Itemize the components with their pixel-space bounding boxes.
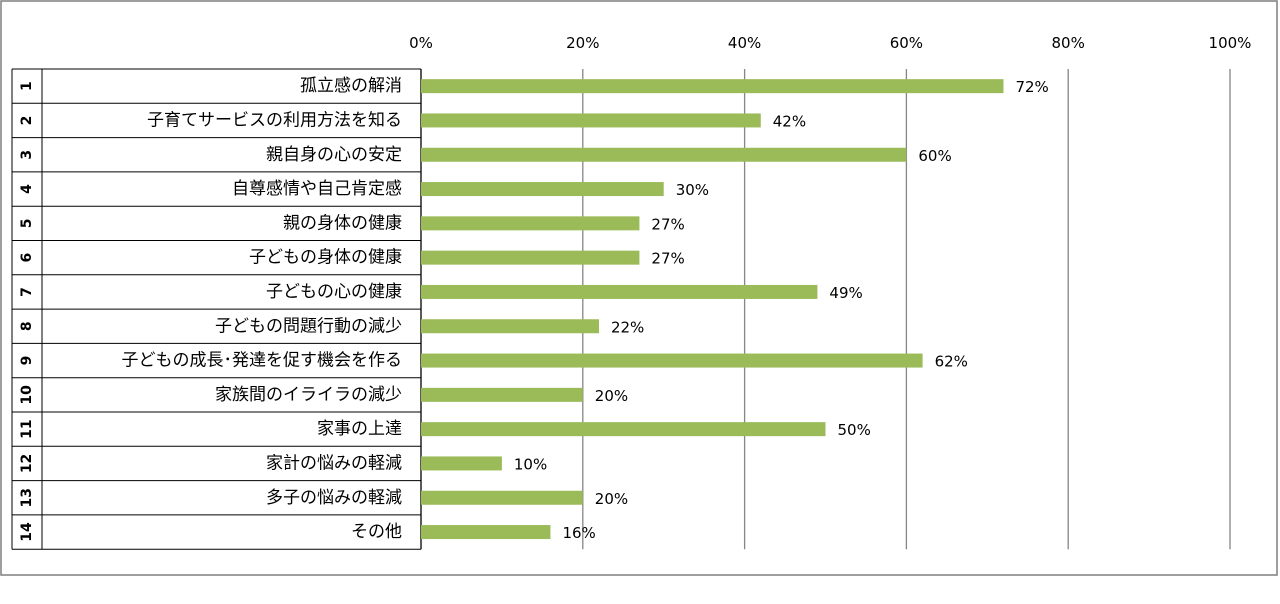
row-number: 8 [19, 321, 35, 331]
row-number: 3 [19, 150, 35, 160]
category-label: 子どもの心の健康 [266, 282, 402, 302]
tick-labels: 0% 20% 40% 60% 80% 100% [409, 34, 1251, 52]
category-label: 孤立感の解消 [300, 76, 402, 96]
row-number: 14 [19, 522, 35, 542]
row-number: 10 [19, 385, 35, 405]
bars: 72%42%60%30%27%27%49%22%62%20%50%10%20%1… [421, 78, 1049, 542]
bar [421, 525, 551, 540]
x-tick-label: 80% [1052, 34, 1085, 52]
category-rows: 1 孤立感の解消 2 子育てサービスの利用方法を知る 3 親自身の心の安定 4 自尊感情や自己… [11, 68, 422, 550]
bar [421, 113, 761, 128]
category-label: 家事の上達 [317, 419, 402, 439]
data-label: 30% [676, 181, 709, 199]
category-label: 子どもの問題行動の減少 [215, 316, 402, 336]
category-label: 家族間のイライラの減少 [215, 385, 402, 405]
bar [421, 422, 826, 437]
row-number: 2 [19, 116, 35, 126]
category-label: 子どもの成長･発達を促す機会を作る [122, 351, 403, 371]
row-number: 12 [19, 454, 35, 473]
bar [421, 147, 907, 162]
row-number: 4 [19, 184, 35, 194]
row-number: 9 [19, 356, 35, 366]
data-label: 27% [651, 215, 684, 233]
bar [421, 387, 583, 402]
category-label: 親自身の心の安定 [266, 145, 402, 165]
bar [421, 353, 923, 368]
bar [421, 319, 599, 334]
data-label: 60% [918, 147, 951, 165]
row-number: 7 [19, 287, 35, 297]
bar [421, 182, 664, 197]
data-label: 10% [514, 455, 547, 473]
row-number: 13 [19, 488, 35, 507]
bar [421, 216, 640, 231]
category-label: 多子の悩みの軽減 [266, 488, 402, 508]
data-label: 20% [595, 490, 628, 508]
data-label: 16% [562, 524, 595, 542]
row-number: 6 [19, 253, 35, 263]
data-label: 42% [773, 112, 806, 130]
data-label: 20% [595, 387, 628, 405]
bar [421, 250, 640, 265]
bar [421, 456, 502, 471]
x-tick-label: 0% [409, 34, 433, 52]
x-tick-label: 60% [890, 34, 923, 52]
data-label: 50% [838, 421, 871, 439]
x-tick-label: 40% [728, 34, 761, 52]
x-tick-label: 100% [1209, 34, 1252, 52]
bar [421, 284, 818, 299]
data-label: 72% [1015, 78, 1048, 96]
category-label: 子どもの身体の健康 [249, 248, 402, 268]
category-label: 子育てサービスの利用方法を知る [147, 110, 402, 130]
row-number: 1 [19, 81, 35, 91]
category-label: 家計の悩みの軽減 [266, 453, 402, 473]
data-label: 22% [611, 318, 644, 336]
row-number: 11 [19, 419, 35, 438]
x-tick-label: 20% [566, 34, 599, 52]
row-number: 5 [19, 218, 35, 228]
data-label: 27% [651, 250, 684, 268]
category-label: 自尊感情や自己肯定感 [232, 179, 402, 199]
bar [421, 490, 583, 505]
category-label: 親の身体の健康 [283, 213, 402, 233]
data-label: 62% [935, 353, 968, 371]
category-label: その他 [351, 522, 402, 542]
bar [421, 79, 1004, 94]
data-label: 49% [829, 284, 862, 302]
